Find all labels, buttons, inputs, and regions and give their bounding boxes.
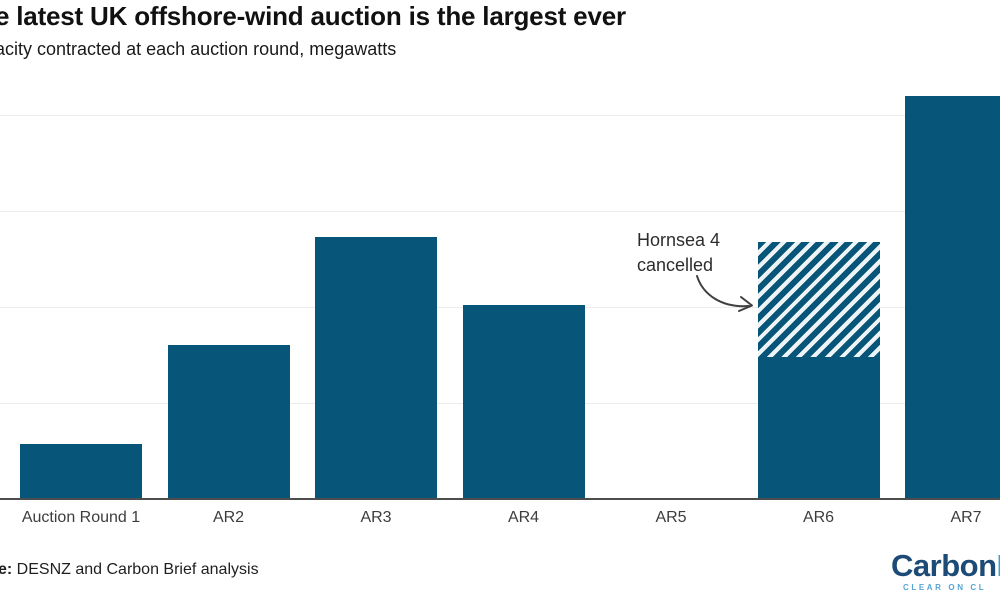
chart-subtitle: acity contracted at each auction round, … — [0, 39, 397, 59]
gridline-8000mw — [0, 115, 1000, 116]
logo-word-dark: Carbon — [891, 548, 997, 583]
bar-ar2 — [167, 345, 290, 499]
x-tick-ar2: AR2 — [212, 509, 245, 526]
chart-title: e latest UK offshore-wind auction is the… — [0, 1, 626, 31]
x-tick-auction-round-1: Auction Round 1 — [21, 509, 141, 526]
logo-word-light: B — [997, 548, 1000, 583]
annotation-line-2: cancelled — [637, 255, 714, 275]
x-axis-line — [0, 498, 1000, 500]
bar-segment-hornsea4-cancelled — [757, 242, 880, 358]
bar-auction-round-1 — [20, 443, 142, 499]
bar-ar7 — [905, 95, 1000, 499]
logo-tagline: CLEAR ON CL — [903, 583, 987, 592]
x-tick-ar4: AR4 — [507, 509, 540, 526]
bar-ar3 — [315, 237, 437, 499]
x-tick-ar5: AR5 — [655, 509, 687, 526]
annotation-hornsea4: Hornsea 4 cancelled — [637, 228, 720, 278]
annotation-line-1: Hornsea 4 — [637, 230, 721, 250]
source-label-fragment: e: — [0, 561, 13, 578]
x-tick-ar7: AR7 — [950, 509, 982, 526]
bar-ar4 — [462, 304, 585, 499]
gridline-6000mw — [0, 211, 1000, 212]
source-text: DESNZ and Carbon Brief analysis — [12, 561, 259, 578]
source-note: e: DESNZ and Carbon Brief analysis — [0, 561, 259, 579]
x-tick-ar3: AR3 — [360, 509, 392, 526]
annotation-arrow-icon — [696, 275, 753, 312]
x-tick-ar6: AR6 — [802, 509, 835, 526]
